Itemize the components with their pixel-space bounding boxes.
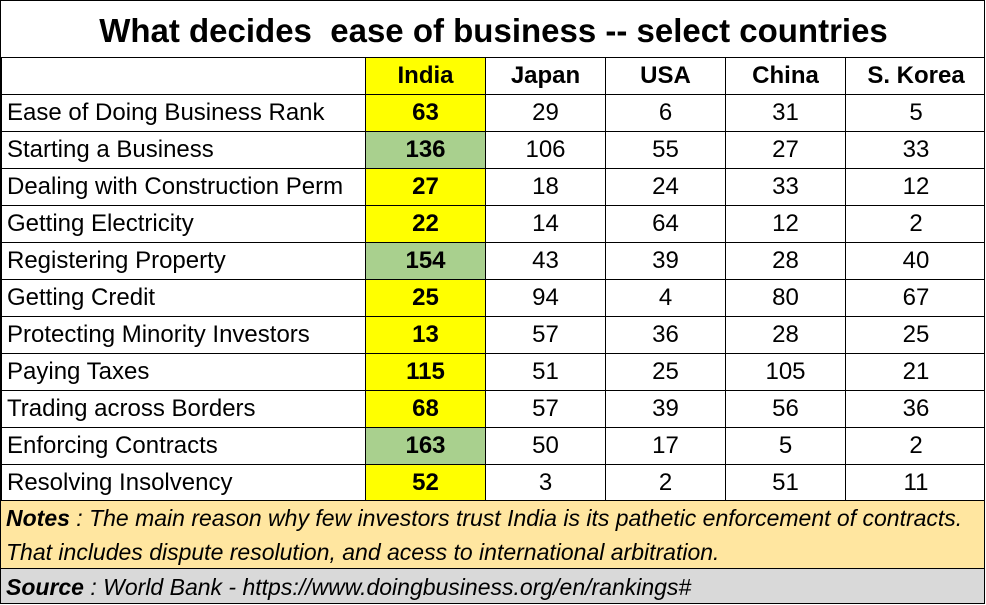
- value-cell: 94: [485, 279, 606, 317]
- row-label: Registering Property: [1, 242, 366, 280]
- value-cell: 31: [725, 94, 846, 132]
- value-cell: 24: [605, 168, 726, 206]
- value-cell: 27: [725, 131, 846, 169]
- india-value-cell: 136: [365, 131, 486, 169]
- column-header-japan: Japan: [485, 57, 606, 95]
- value-cell: 57: [485, 316, 606, 354]
- india-value-cell: 68: [365, 390, 486, 428]
- table-row: Trading across Borders 68 57 39 56 36: [1, 390, 984, 428]
- row-label: Protecting Minority Investors: [1, 316, 366, 354]
- row-label: Dealing with Construction Perm: [1, 168, 366, 206]
- value-cell: 14: [485, 205, 606, 243]
- column-header-india: India: [365, 57, 486, 95]
- value-cell: 3: [485, 464, 606, 502]
- row-label: Trading across Borders: [1, 390, 366, 428]
- value-cell: 17: [605, 427, 726, 465]
- value-cell: 36: [845, 390, 984, 428]
- value-cell: 51: [485, 353, 606, 391]
- value-cell: 106: [485, 131, 606, 169]
- value-cell: 40: [845, 242, 984, 280]
- chart-title: What decides ease of business -- select …: [99, 12, 888, 49]
- value-cell: 18: [485, 168, 606, 206]
- row-label: Paying Taxes: [1, 353, 366, 391]
- table-row: Enforcing Contracts 163 50 17 5 2: [1, 427, 984, 465]
- table-row: Dealing with Construction Perm 27 18 24 33 12: [1, 168, 984, 206]
- india-value-cell: 22: [365, 205, 486, 243]
- column-header-china: China: [725, 57, 846, 95]
- value-cell: 28: [725, 316, 846, 354]
- header-row: India Japan USA China S. Korea: [1, 57, 984, 95]
- value-cell: 56: [725, 390, 846, 428]
- value-cell: 33: [845, 131, 984, 169]
- table-row: Paying Taxes 115 51 25 105 21: [1, 353, 984, 391]
- row-label: Enforcing Contracts: [1, 427, 366, 465]
- table-row: Starting a Business 136 106 55 27 33: [1, 131, 984, 169]
- table-row: Registering Property 154 43 39 28 40: [1, 242, 984, 280]
- table-row: Getting Credit 25 94 4 80 67: [1, 279, 984, 317]
- row-label: Ease of Doing Business Rank: [1, 94, 366, 132]
- notes-text: : The main reason why few investors trus…: [6, 505, 963, 565]
- value-cell: 2: [845, 205, 984, 243]
- rankings-table: India Japan USA China S. Korea Ease of Doing…: [1, 57, 984, 502]
- source-lead: Source: [6, 574, 84, 600]
- value-cell: 2: [605, 464, 726, 502]
- row-label: Getting Credit: [1, 279, 366, 317]
- table-row: Getting Electricity 22 14 64 12 2: [1, 205, 984, 243]
- value-cell: 105: [725, 353, 846, 391]
- value-cell: 55: [605, 131, 726, 169]
- india-value-cell: 25: [365, 279, 486, 317]
- row-label: Starting a Business: [1, 131, 366, 169]
- value-cell: 64: [605, 205, 726, 243]
- value-cell: 6: [605, 94, 726, 132]
- notes-box: Notes : The main reason why few investor…: [1, 500, 984, 568]
- value-cell: 50: [485, 427, 606, 465]
- value-cell: 25: [605, 353, 726, 391]
- value-cell: 2: [845, 427, 984, 465]
- source-text: : World Bank - https://www.doingbusiness…: [83, 574, 692, 600]
- value-cell: 51: [725, 464, 846, 502]
- value-cell: 28: [725, 242, 846, 280]
- india-value-cell: 63: [365, 94, 486, 132]
- value-cell: 57: [485, 390, 606, 428]
- value-cell: 4: [605, 279, 726, 317]
- value-cell: 33: [725, 168, 846, 206]
- value-cell: 39: [605, 242, 726, 280]
- india-value-cell: 115: [365, 353, 486, 391]
- row-label: Resolving Insolvency: [1, 464, 366, 502]
- table-row: Resolving Insolvency 52 3 2 51 11: [1, 464, 984, 502]
- table-row: Ease of Doing Business Rank 63 29 6 31 5: [1, 94, 984, 132]
- value-cell: 39: [605, 390, 726, 428]
- column-header-usa: USA: [605, 57, 726, 95]
- notes-lead: Notes: [6, 505, 70, 531]
- value-cell: 36: [605, 316, 726, 354]
- value-cell: 21: [845, 353, 984, 391]
- column-header-s-korea: S. Korea: [845, 57, 984, 95]
- india-value-cell: 154: [365, 242, 486, 280]
- value-cell: 12: [845, 168, 984, 206]
- value-cell: 5: [845, 94, 984, 132]
- header-blank: [1, 57, 366, 95]
- india-value-cell: 52: [365, 464, 486, 502]
- india-value-cell: 13: [365, 316, 486, 354]
- value-cell: 12: [725, 205, 846, 243]
- value-cell: 5: [725, 427, 846, 465]
- value-cell: 29: [485, 94, 606, 132]
- value-cell: 43: [485, 242, 606, 280]
- value-cell: 11: [845, 464, 984, 502]
- source-box: Source : World Bank - https://www.doingb…: [1, 568, 984, 603]
- value-cell: 25: [845, 316, 984, 354]
- india-value-cell: 163: [365, 427, 486, 465]
- value-cell: 67: [845, 279, 984, 317]
- table-row: Protecting Minority Investors 13 57 36 28 25: [1, 316, 984, 354]
- row-label: Getting Electricity: [1, 205, 366, 243]
- india-value-cell: 27: [365, 168, 486, 206]
- value-cell: 80: [725, 279, 846, 317]
- table-body: Ease of Doing Business Rank 63 29 6 31 5 Start…: [1, 94, 984, 502]
